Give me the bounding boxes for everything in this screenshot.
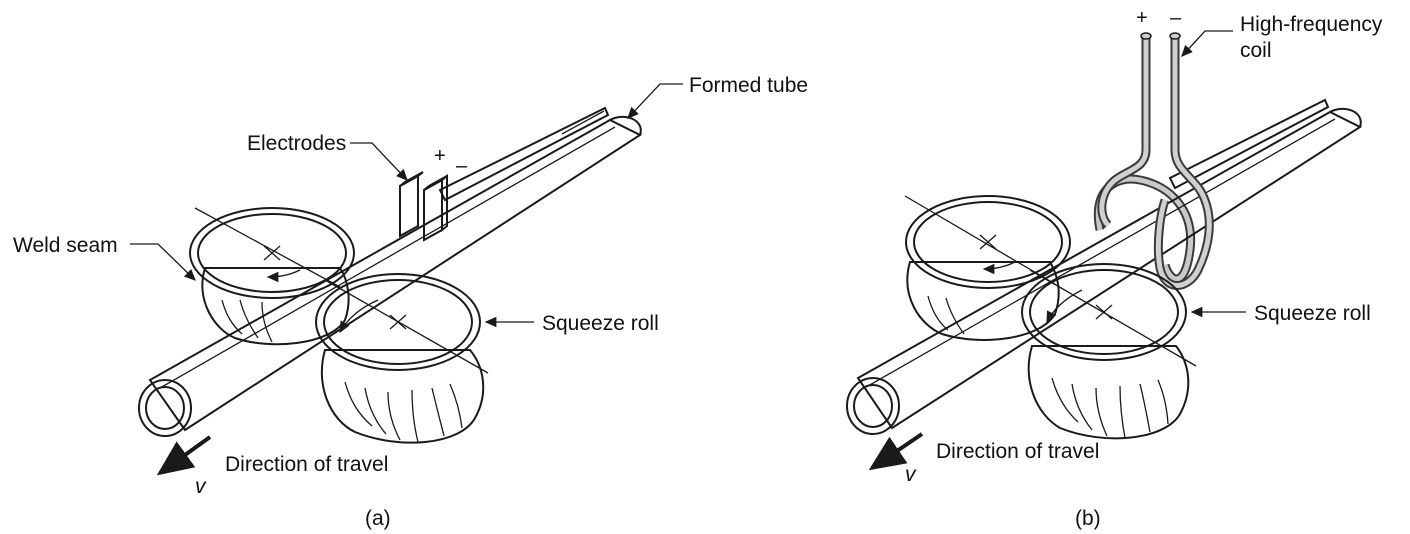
electrode-plus: + (434, 145, 446, 167)
coil-plus: + (1136, 7, 1148, 29)
direction-label: Direction of travel (225, 453, 388, 476)
panel-b-caption: (b) (1075, 507, 1101, 530)
formed-tube-label: Formed tube (689, 74, 808, 97)
panel-a: Electrodes + – Formed tube Weld seam Squ… (13, 74, 808, 530)
back-squeeze-roll (189, 207, 355, 346)
formed-tube (138, 106, 643, 437)
electrodes (399, 171, 448, 242)
squeeze-roll-label: Squeeze roll (1254, 302, 1371, 325)
front-squeeze-roll (1021, 263, 1197, 440)
coil-label-line1: High-frequency (1240, 13, 1383, 36)
velocity-label: v (195, 475, 207, 498)
formed-tube (846, 98, 1363, 435)
electrodes-leader (350, 142, 408, 181)
direction-arrow (156, 435, 212, 476)
electrodes-label: Electrodes (247, 132, 346, 155)
front-squeeze-roll (315, 273, 489, 444)
panel-a-caption: (a) (365, 507, 391, 530)
squeeze-roll-label: Squeeze roll (542, 312, 659, 335)
electrode-minus: – (456, 155, 468, 177)
weld-seam-label: Weld seam (13, 234, 118, 257)
panel-b: + – High-frequency coil Squeeze roll Dir… (846, 7, 1383, 530)
weld-seam-leader (130, 243, 196, 281)
coil-label-line2: coil (1240, 39, 1272, 62)
coil-minus: – (1170, 7, 1182, 29)
coil-leader (1181, 30, 1233, 57)
direction-label: Direction of travel (936, 440, 1099, 463)
direction-arrow (868, 432, 924, 471)
formed-tube-leader (627, 83, 683, 119)
high-frequency-coil (1097, 32, 1214, 290)
velocity-label: v (905, 463, 917, 486)
